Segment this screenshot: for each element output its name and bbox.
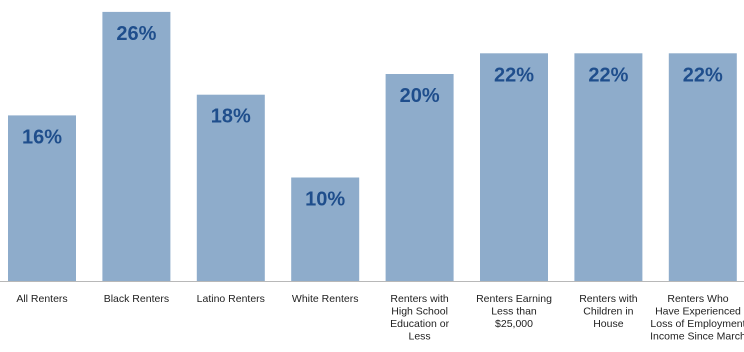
category-label-6: Renters Earning Less than $25,000 bbox=[476, 293, 552, 330]
data-label-4: 10% bbox=[305, 189, 345, 211]
bars-group bbox=[8, 11, 737, 282]
bar-3 bbox=[196, 94, 265, 281]
bar-2 bbox=[102, 11, 171, 282]
category-label-2: Black Renters bbox=[104, 293, 169, 305]
bar-7 bbox=[574, 53, 643, 281]
category-label-3: Latino Renters bbox=[197, 293, 265, 305]
category-label-8: Renters Who Have Experienced Loss of Emplo… bbox=[650, 293, 744, 343]
bar-5 bbox=[385, 74, 454, 281]
category-label-4: White Renters bbox=[292, 293, 359, 305]
data-label-8: 22% bbox=[683, 64, 723, 86]
category-label-7: Renters with Children in House bbox=[579, 293, 638, 330]
data-label-5: 20% bbox=[400, 85, 440, 107]
bar-8 bbox=[668, 53, 737, 281]
category-label-1: All Renters bbox=[16, 293, 67, 305]
data-label-6: 22% bbox=[494, 64, 534, 86]
category-label-5: Renters with High School Education or Less bbox=[390, 293, 449, 343]
category-labels-group: All Renters Black Renters Latino Renters Wh… bbox=[16, 293, 744, 343]
bar-6 bbox=[480, 53, 548, 281]
data-label-7: 22% bbox=[588, 64, 628, 86]
data-label-3: 18% bbox=[211, 106, 251, 128]
data-label-2: 26% bbox=[116, 23, 156, 45]
data-label-1: 16% bbox=[22, 126, 62, 148]
bar-4 bbox=[291, 177, 360, 281]
bar-1 bbox=[8, 115, 76, 282]
value-labels-group: 16% 26% 18% 10% 20% 22% 22% 22% bbox=[22, 23, 723, 211]
